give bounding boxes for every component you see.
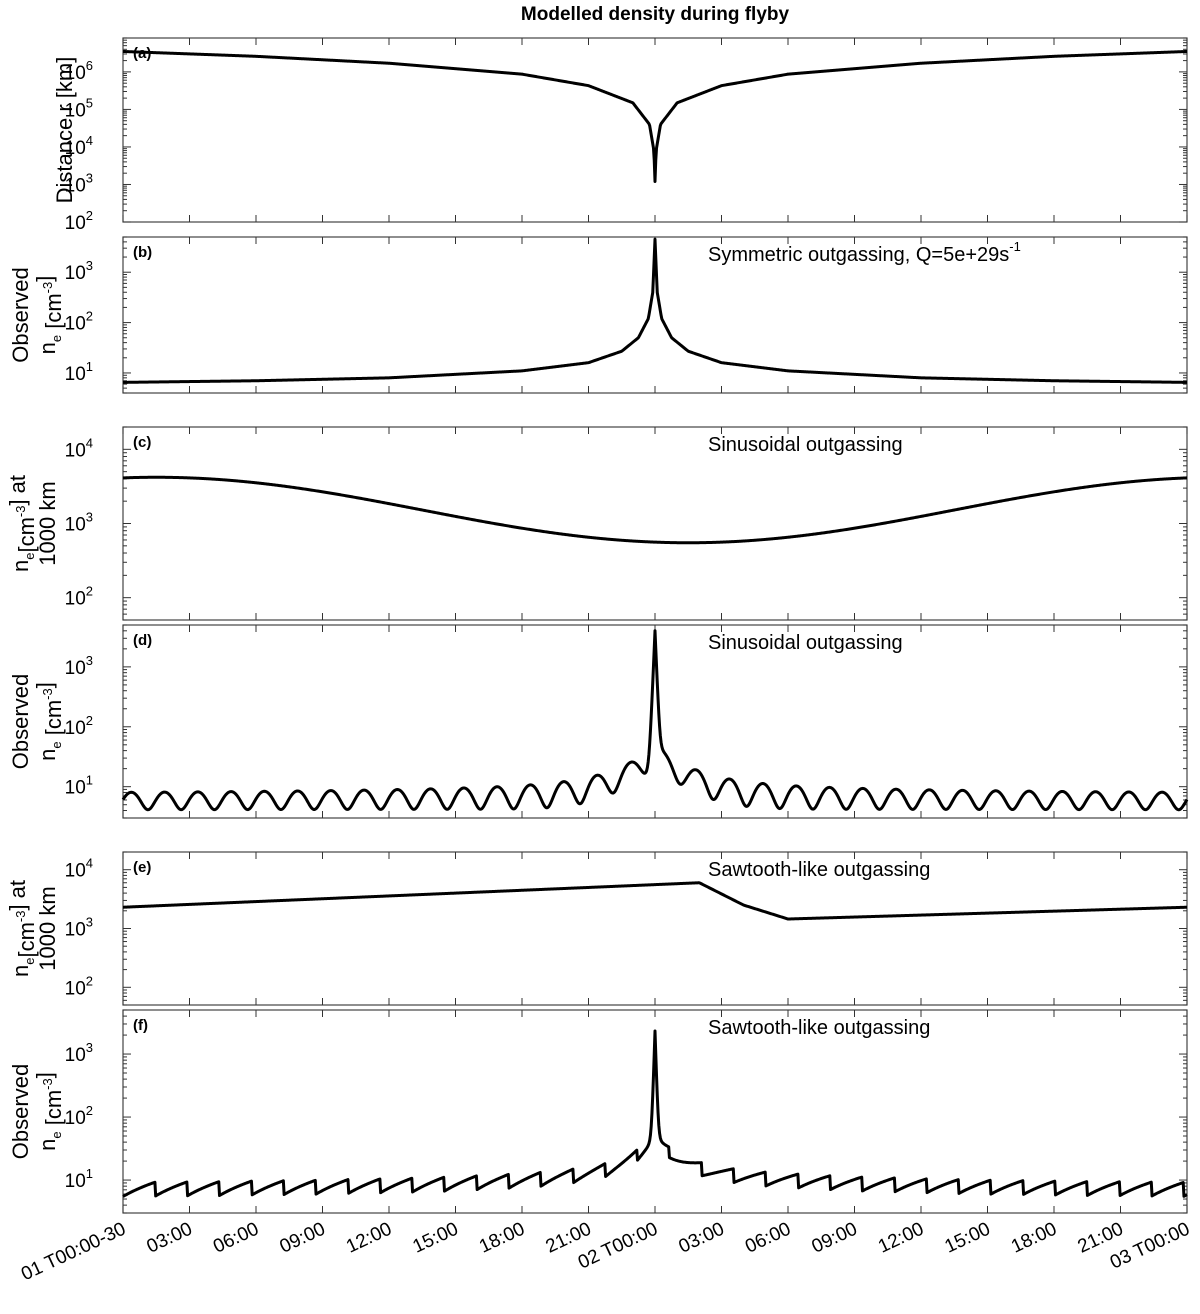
y-axis-label: Observed	[8, 674, 33, 769]
panel-annotation: Sawtooth-like outgassing	[708, 859, 930, 881]
x-tick-label: 01 T00:00-30	[18, 1218, 129, 1285]
x-axis: 01 T00:00-30 03:00 06:00 09:00 12:00 15:00 18:…	[18, 1218, 1193, 1285]
data-series-line	[121, 629, 1189, 812]
y-tick-label: 104	[65, 435, 93, 461]
panel-b: 101 102 103 Observed ne [cm-3] (b) Symmetric o…	[8, 236, 1188, 394]
y-axis-label: Observed	[8, 267, 33, 362]
y-tick-label: 104	[65, 856, 93, 882]
panel-f: 101 102 103 Observed ne [cm-3] (f) Sawtooth-li…	[8, 1009, 1188, 1214]
y-tick-label: 103	[65, 915, 93, 941]
y-axis-label: Observed	[8, 1064, 33, 1159]
panel-frame	[122, 37, 1188, 223]
y-tick-label: 101	[65, 359, 93, 385]
panel-c: 102 103 104 ne[cm-3] at 1000 km (c) Sinusoidal…	[5, 426, 1188, 621]
y-axis-label: ne[cm-3] at	[5, 880, 39, 977]
x-tick-label: 15:00	[942, 1218, 994, 1257]
x-tick-label: 15:00	[410, 1218, 462, 1257]
panel-frame	[122, 851, 1188, 1006]
y-tick-label: 102	[65, 208, 93, 234]
data-series-line	[122, 49, 1188, 183]
y-axis-label: ne [cm-3]	[32, 276, 66, 355]
panel-d: 101 102 103 Observed ne [cm-3] (d) Sinusoidal …	[8, 624, 1189, 819]
y-axis-label: ne [cm-3]	[32, 682, 66, 761]
panel-e: 102 103 104 ne[cm-3] at 1000 km (e) Sawtooth-l…	[5, 851, 1188, 1006]
y-tick-label: 101	[65, 773, 93, 799]
y-tick-label: 104	[65, 133, 93, 159]
y-tick-label: 102	[65, 713, 93, 739]
panel-annotation: Sinusoidal outgassing	[708, 434, 903, 456]
data-series-line	[122, 237, 1188, 384]
x-tick-label: 09:00	[277, 1218, 329, 1257]
x-tick-label: 06:00	[742, 1218, 794, 1257]
y-tick-label: 102	[65, 973, 93, 999]
panel-label: (f)	[133, 1017, 148, 1034]
y-tick-label: 105	[65, 95, 93, 121]
x-tick-label: 12:00	[875, 1218, 927, 1257]
y-axis-label: 1000 km	[35, 481, 60, 565]
panel-label: (b)	[133, 244, 152, 261]
y-tick-label: 103	[65, 170, 93, 196]
y-tick-label: 103	[65, 1040, 93, 1066]
panel-annotation: Sawtooth-like outgassing	[708, 1017, 930, 1039]
panel-label: (d)	[133, 632, 152, 649]
panel-label: (e)	[133, 859, 151, 876]
x-tick-label: 03:00	[144, 1218, 196, 1257]
y-tick-label: 102	[65, 1103, 93, 1129]
x-tick-label: 12:00	[343, 1218, 395, 1257]
panel-annotation: Sinusoidal outgassing	[708, 632, 903, 654]
x-tick-label: 18:00	[476, 1218, 528, 1257]
x-tick-label: 03:00	[676, 1218, 728, 1257]
x-tick-label: 09:00	[809, 1218, 861, 1257]
figure-title: Modelled density during flyby	[521, 4, 790, 25]
panel-frame	[122, 426, 1188, 621]
y-tick-label: 102	[65, 584, 93, 610]
x-tick-label: 06:00	[210, 1218, 262, 1257]
panel-annotation: Symmetric outgassing, Q=5e+29s-1	[708, 239, 1021, 266]
y-tick-label: 101	[65, 1166, 93, 1192]
y-tick-label: 106	[65, 58, 93, 84]
y-tick-label: 102	[65, 309, 93, 335]
data-series-line	[122, 881, 1188, 921]
y-axis-label: ne[cm-3] at	[5, 475, 39, 572]
data-series-line	[122, 475, 1188, 545]
y-tick-label: 103	[65, 653, 93, 679]
x-tick-label: 18:00	[1008, 1218, 1060, 1257]
data-series-line	[122, 1029, 1188, 1198]
y-axis-label: 1000 km	[35, 886, 60, 970]
y-axis-label: ne [cm-3]	[32, 1072, 66, 1151]
y-tick-label: 103	[65, 510, 93, 536]
y-axis-label: Distance r [km]	[52, 57, 77, 204]
y-tick-label: 103	[65, 258, 93, 284]
panel-label: (c)	[133, 434, 151, 451]
